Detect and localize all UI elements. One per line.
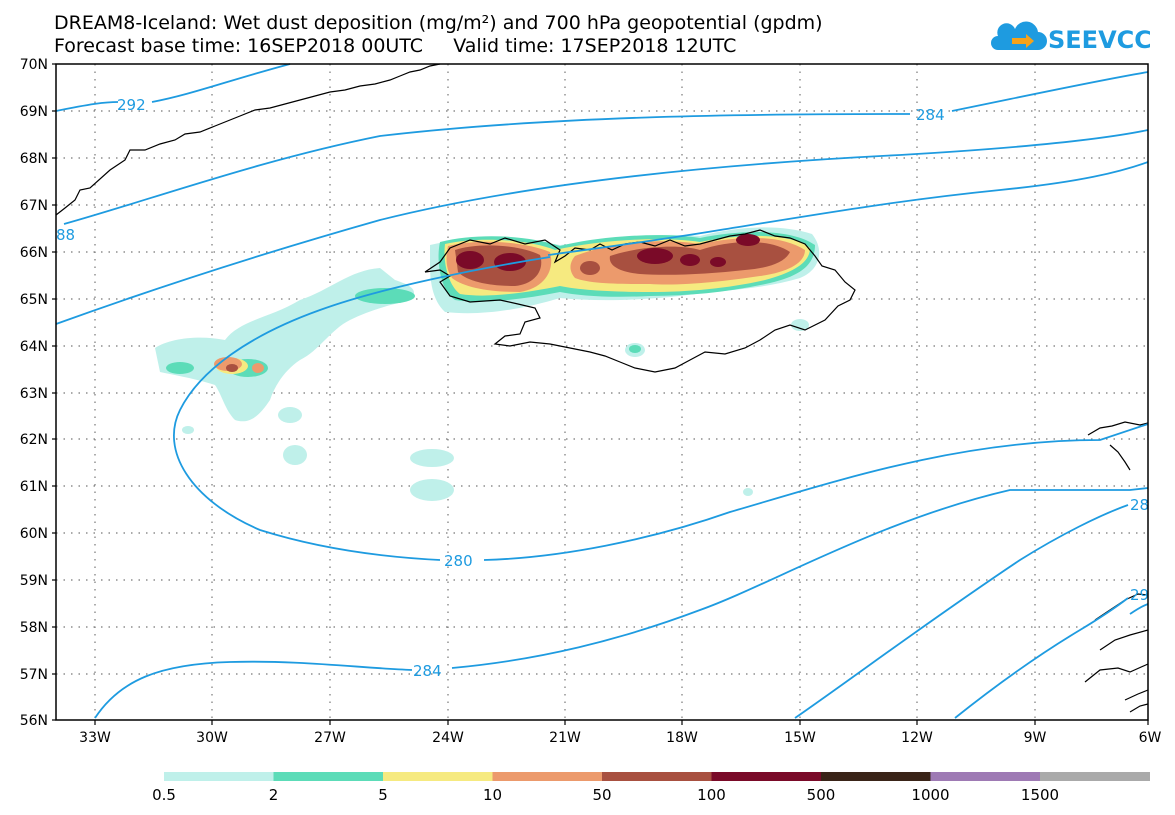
- legend-label: 1000: [911, 786, 949, 804]
- lat-label: 57N: [20, 667, 48, 683]
- geopotential-contours: [55, 63, 1149, 719]
- contour-label: 280: [444, 552, 473, 570]
- contour-label: 88: [56, 226, 75, 244]
- legend-label: 1500: [1021, 786, 1059, 804]
- contour-label: 284: [916, 106, 945, 124]
- legend-label: 100: [697, 786, 726, 804]
- lat-label: 69N: [20, 104, 48, 120]
- lat-label: 70N: [20, 57, 48, 73]
- lat-label: 63N: [20, 386, 48, 402]
- legend-swatch: [930, 772, 1041, 781]
- legend-colorbar: [164, 772, 1150, 781]
- lat-label: 66N: [20, 245, 48, 261]
- legend-swatch: [164, 772, 274, 781]
- contour-label: 284: [413, 662, 442, 680]
- contour-label: 28: [1130, 496, 1149, 514]
- lon-label: 27W: [314, 730, 346, 746]
- lat-label: 65N: [20, 292, 48, 308]
- dust-deposition-field: [155, 227, 820, 501]
- lat-label: 61N: [20, 479, 48, 495]
- legend-label: 2: [269, 786, 279, 804]
- lon-label: 6W: [1139, 730, 1162, 746]
- lon-label: 33W: [79, 730, 111, 746]
- legend-swatch: [821, 772, 931, 781]
- lat-label: 64N: [20, 339, 48, 355]
- legend-swatch: [273, 772, 384, 781]
- legend-swatch: [602, 772, 712, 781]
- contour-label: 29: [1130, 586, 1149, 604]
- lat-label: 56N: [20, 713, 48, 729]
- legend-swatch: [492, 772, 603, 781]
- legend-label: 50: [592, 786, 611, 804]
- legend-swatch: [711, 772, 822, 781]
- lat-label: 67N: [20, 198, 48, 214]
- map-title: DREAM8-Iceland: Wet dust deposition (mg/…: [54, 12, 823, 34]
- map-subtitle: Forecast base time: 16SEP2018 00UTC Vali…: [54, 35, 737, 57]
- legend-swatch: [383, 772, 493, 781]
- lat-label: 58N: [20, 620, 48, 636]
- legend-label: 5: [378, 786, 388, 804]
- lat-label: 62N: [20, 432, 48, 448]
- lat-label: 60N: [20, 526, 48, 542]
- legend-label: 0.5: [152, 786, 176, 804]
- lon-label: 18W: [666, 730, 698, 746]
- map-frame: [55, 63, 1149, 721]
- seevccc-logo: SEEVCCC: [991, 21, 1150, 54]
- lon-label: 15W: [784, 730, 816, 746]
- lon-label: 9W: [1024, 730, 1047, 746]
- coastlines: [55, 63, 1149, 713]
- lon-label: 21W: [549, 730, 581, 746]
- logo-text: SEEVCCC: [1048, 26, 1150, 54]
- lon-label: 24W: [432, 730, 464, 746]
- legend-label: 500: [807, 786, 836, 804]
- lat-label: 59N: [20, 573, 48, 589]
- lat-label: 68N: [20, 151, 48, 167]
- legend-label: 10: [483, 786, 502, 804]
- cloud-icon: [991, 21, 1047, 50]
- lon-label: 30W: [196, 730, 228, 746]
- contour-label: 292: [117, 96, 146, 114]
- lon-label: 12W: [901, 730, 933, 746]
- legend-swatch: [1040, 772, 1150, 781]
